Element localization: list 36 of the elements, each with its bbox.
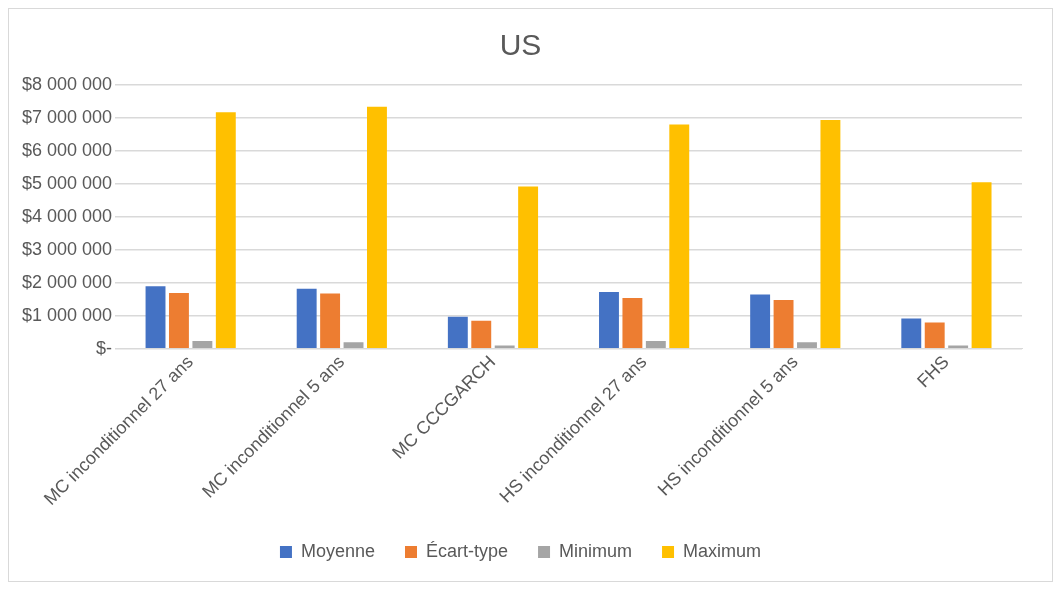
bar <box>820 119 841 349</box>
legend-label: Écart-type <box>426 540 509 561</box>
bar <box>622 298 643 349</box>
bar <box>924 322 945 349</box>
legend-label: Maximum <box>683 540 762 561</box>
bar <box>447 316 468 349</box>
y-tick-label: $1 000 000 <box>21 304 113 325</box>
bar <box>343 342 364 349</box>
bar <box>750 294 771 349</box>
y-tick-label: $4 000 000 <box>21 205 113 226</box>
y-tick-label: $6 000 000 <box>21 139 113 160</box>
bar <box>518 186 539 349</box>
y-tick-label: $2 000 000 <box>21 271 113 292</box>
bar <box>192 340 213 349</box>
bar <box>320 293 341 349</box>
chart-title: US <box>499 28 542 62</box>
bar <box>669 124 690 349</box>
y-tick-label: $7 000 000 <box>21 106 113 127</box>
legend-label: Minimum <box>559 540 633 561</box>
bar <box>797 342 817 349</box>
bar <box>471 320 492 349</box>
bar <box>367 106 387 349</box>
legend-label: Moyenne <box>300 540 376 561</box>
y-tick-label: $8 000 000 <box>21 73 113 94</box>
bar <box>296 288 317 349</box>
y-tick-label: $- <box>96 337 113 358</box>
y-tick-label: $5 000 000 <box>21 172 113 193</box>
bar <box>971 182 992 349</box>
bar <box>773 300 794 349</box>
bar <box>168 293 189 349</box>
bar <box>145 286 166 349</box>
bar <box>901 318 922 349</box>
bar <box>599 292 619 349</box>
y-tick-label: $3 000 000 <box>21 238 113 259</box>
bar <box>645 340 666 349</box>
bar <box>215 112 236 349</box>
